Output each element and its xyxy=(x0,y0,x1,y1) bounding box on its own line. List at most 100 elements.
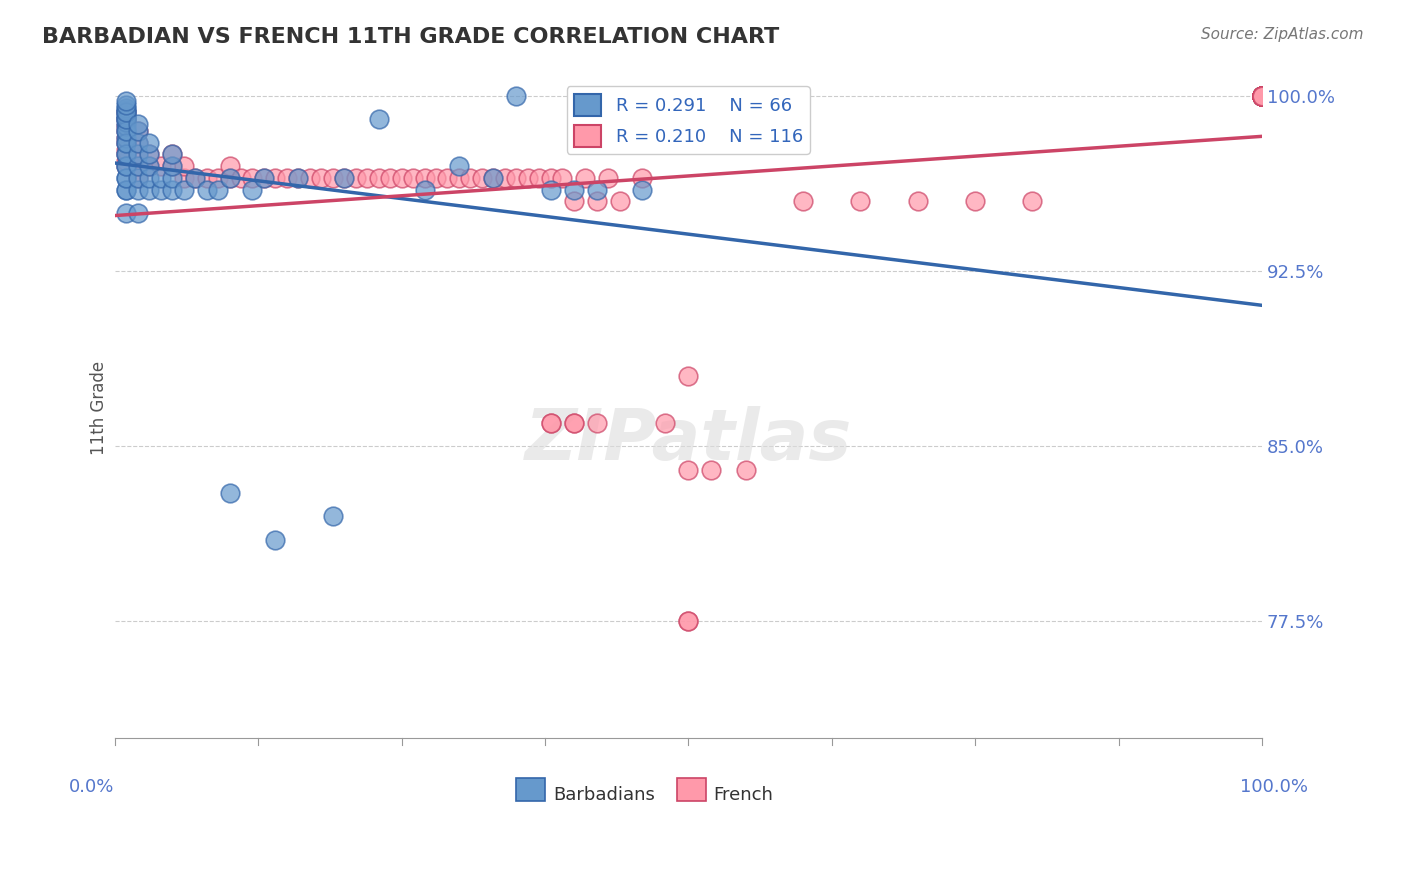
Point xyxy=(1021,194,1043,209)
Point xyxy=(460,170,482,185)
Point xyxy=(378,170,401,185)
Point xyxy=(1251,89,1274,103)
Point xyxy=(1251,89,1274,103)
Point xyxy=(562,194,585,209)
Point xyxy=(585,416,607,430)
Point xyxy=(1251,89,1274,103)
Point xyxy=(631,170,654,185)
Point xyxy=(1251,89,1274,103)
Point xyxy=(138,159,160,173)
Point xyxy=(1251,89,1274,103)
Point xyxy=(1251,89,1274,103)
Point xyxy=(115,182,138,196)
Point xyxy=(1251,89,1274,103)
Point xyxy=(1251,89,1274,103)
Point xyxy=(678,615,700,629)
Point xyxy=(344,170,367,185)
Point xyxy=(115,112,138,127)
Point xyxy=(115,120,138,134)
Point xyxy=(1251,89,1274,103)
Point xyxy=(1251,89,1274,103)
Point xyxy=(160,147,183,161)
Point xyxy=(115,124,138,138)
Point xyxy=(1251,89,1274,103)
Point xyxy=(1251,89,1274,103)
Point xyxy=(551,170,574,185)
Point xyxy=(678,615,700,629)
Point xyxy=(540,182,562,196)
Point xyxy=(1251,89,1274,103)
Point xyxy=(505,170,527,185)
Point xyxy=(402,170,425,185)
Point xyxy=(333,170,356,185)
Point xyxy=(229,170,252,185)
Point xyxy=(264,533,287,547)
Point xyxy=(1251,89,1274,103)
Point xyxy=(127,136,149,150)
Point xyxy=(562,182,585,196)
Point xyxy=(115,115,138,129)
Point xyxy=(138,147,160,161)
Point xyxy=(218,170,240,185)
Point xyxy=(115,170,138,185)
Point xyxy=(195,182,218,196)
Text: Barbadians: Barbadians xyxy=(553,786,655,804)
Text: ZIPatlas: ZIPatlas xyxy=(524,407,852,475)
Point xyxy=(1251,89,1274,103)
Point xyxy=(115,105,138,120)
Point xyxy=(494,170,516,185)
Point xyxy=(540,416,562,430)
Point xyxy=(253,170,276,185)
Point xyxy=(356,170,378,185)
Point xyxy=(115,94,138,108)
FancyBboxPatch shape xyxy=(676,778,706,801)
Point xyxy=(218,159,240,173)
Y-axis label: 11th Grade: 11th Grade xyxy=(90,360,108,455)
Point xyxy=(413,170,436,185)
Point xyxy=(115,110,138,124)
Point xyxy=(115,147,138,161)
Point xyxy=(1251,89,1274,103)
Point xyxy=(184,170,207,185)
Point xyxy=(173,159,195,173)
Point xyxy=(609,194,631,209)
Point xyxy=(264,170,287,185)
Point xyxy=(207,170,229,185)
Point xyxy=(127,124,149,138)
Point xyxy=(242,182,264,196)
Point xyxy=(391,170,413,185)
Point xyxy=(115,147,138,161)
Point xyxy=(505,89,527,103)
Point xyxy=(115,105,138,120)
Point xyxy=(127,159,149,173)
Point xyxy=(127,170,149,185)
Point xyxy=(562,416,585,430)
Point xyxy=(242,170,264,185)
Point xyxy=(1251,89,1274,103)
Point xyxy=(792,194,814,209)
Point xyxy=(115,112,138,127)
Point xyxy=(965,194,987,209)
Point xyxy=(138,170,160,185)
Point xyxy=(115,206,138,220)
Point xyxy=(322,170,344,185)
Point xyxy=(138,136,160,150)
Point xyxy=(1251,89,1274,103)
Point xyxy=(482,170,505,185)
Point xyxy=(734,463,756,477)
Point xyxy=(678,463,700,477)
Point xyxy=(127,147,149,161)
Point xyxy=(149,170,172,185)
Point xyxy=(849,194,872,209)
Point xyxy=(160,159,183,173)
Point xyxy=(516,170,538,185)
Point xyxy=(1251,89,1274,103)
Point xyxy=(596,170,619,185)
Point xyxy=(585,182,607,196)
Point xyxy=(115,108,138,122)
Point xyxy=(115,98,138,112)
Point xyxy=(115,120,138,134)
Point xyxy=(127,170,149,185)
Point xyxy=(138,159,160,173)
Point xyxy=(138,182,160,196)
